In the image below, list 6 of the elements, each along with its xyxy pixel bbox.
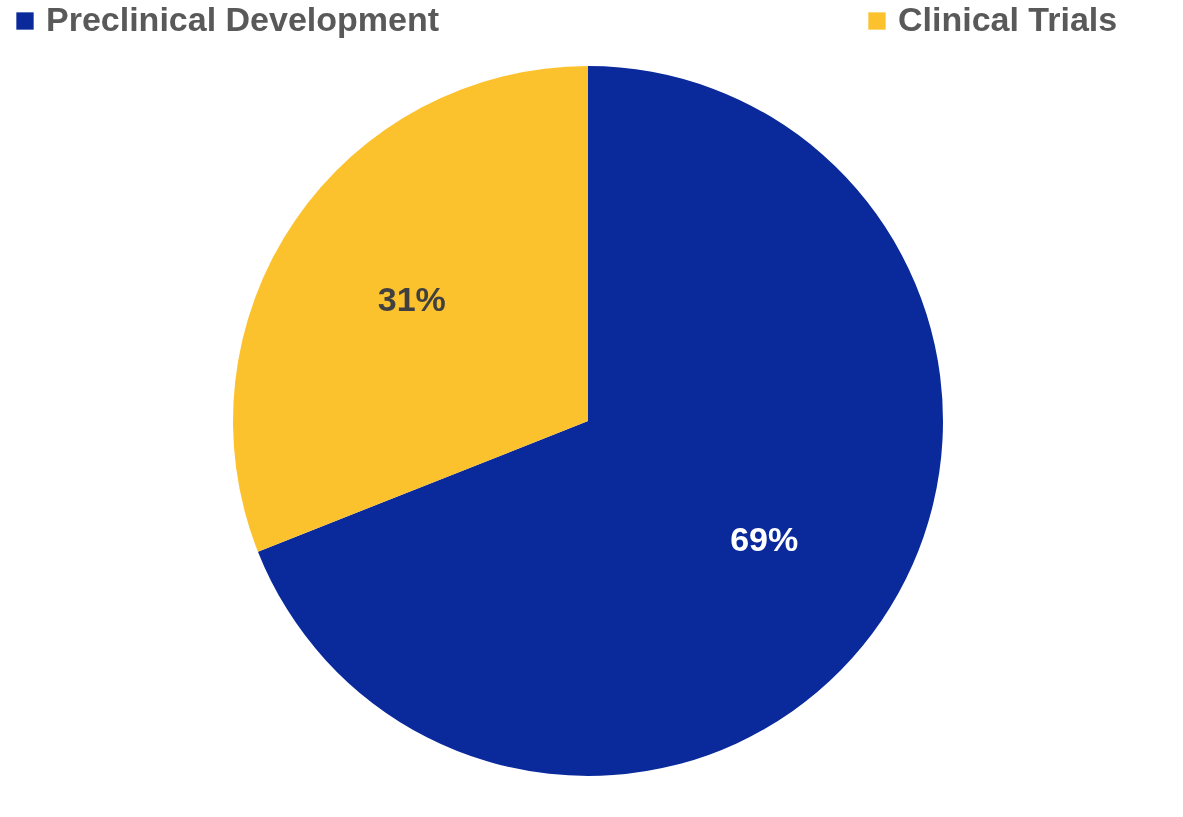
data-label: 31%	[377, 280, 446, 319]
legend-label: Clinical Trials	[898, 0, 1118, 38]
legend-label: Preclinical Development	[46, 0, 440, 38]
pie-slice	[257, 66, 943, 776]
data-label: 69%	[730, 519, 799, 558]
pie-slice	[233, 66, 588, 552]
